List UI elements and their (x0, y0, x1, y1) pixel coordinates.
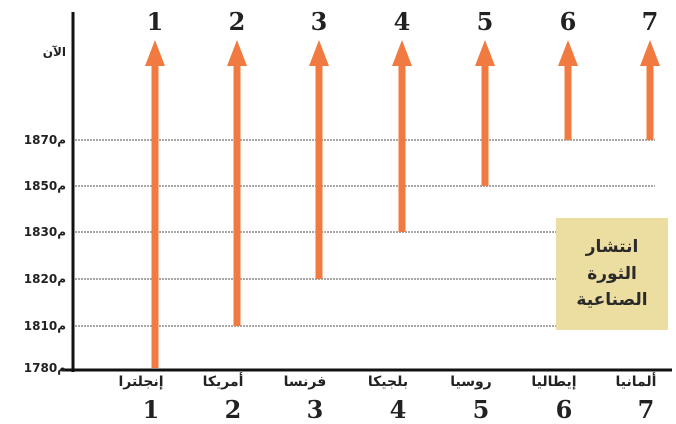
bottom-numbers: 1 2 3 4 5 6 7 (143, 395, 655, 424)
arrow-shaft (398, 64, 406, 232)
y-label: 1870م (24, 133, 66, 148)
top-numbers: 1 2 3 4 5 6 7 (147, 7, 659, 36)
info-line-1: انتشار (585, 237, 639, 258)
bottom-number: 4 (390, 395, 407, 424)
top-number: 4 (394, 7, 411, 36)
top-number: 7 (642, 7, 659, 36)
y-label: 1820م (24, 272, 66, 287)
arrow-head (640, 40, 660, 66)
top-number: 2 (229, 7, 246, 36)
top-number: 3 (311, 7, 328, 36)
arrow-shaft (315, 64, 323, 279)
y-label: الآن (43, 45, 66, 59)
arrow-head (309, 40, 329, 66)
top-number: 5 (477, 7, 494, 36)
arrow-head (392, 40, 412, 66)
arrow-shaft (151, 64, 159, 368)
bottom-number: 5 (473, 395, 490, 424)
bottom-number: 1 (143, 395, 160, 424)
bottom-number: 6 (556, 395, 573, 424)
info-line-2: الثورة (587, 263, 637, 284)
bottom-number: 2 (225, 395, 242, 424)
arrow-head (145, 40, 165, 66)
country-name: ألمانيا (616, 372, 657, 390)
country-labels: إنجلترا أمريكا فرنسا بلجيكا روسيا إيطاليا ألما… (118, 372, 656, 390)
arrow-head (227, 40, 247, 66)
country-name: روسيا (450, 374, 492, 390)
bottom-number: 3 (307, 395, 324, 424)
info-box: انتشار الثورة الصناعية (556, 218, 668, 330)
arrow-head (475, 40, 495, 66)
top-number: 6 (560, 7, 577, 36)
country-name: إيطاليا (531, 374, 576, 390)
arrow-shaft (233, 64, 241, 326)
axes (62, 12, 672, 372)
bottom-number: 7 (638, 395, 655, 424)
country-name: أمريكا (203, 372, 244, 390)
arrow-head (558, 40, 578, 66)
y-label: 1810م (24, 319, 66, 334)
info-line-3: الصناعية (576, 290, 648, 311)
y-label: 1830م (24, 225, 66, 240)
arrows (145, 40, 660, 368)
y-label: 1780م (24, 361, 66, 376)
country-name: فرنسا (284, 374, 327, 390)
arrow-shaft (481, 64, 489, 186)
arrow-shaft (646, 64, 654, 140)
country-name: بلجيكا (368, 374, 408, 390)
y-label: 1850م (24, 179, 66, 194)
top-number: 1 (147, 7, 164, 36)
country-name: إنجلترا (118, 374, 163, 390)
arrow-shaft (564, 64, 572, 140)
y-labels: الآن 1870م 1850م 1830م 1820م 1810م 1780م (24, 45, 66, 376)
